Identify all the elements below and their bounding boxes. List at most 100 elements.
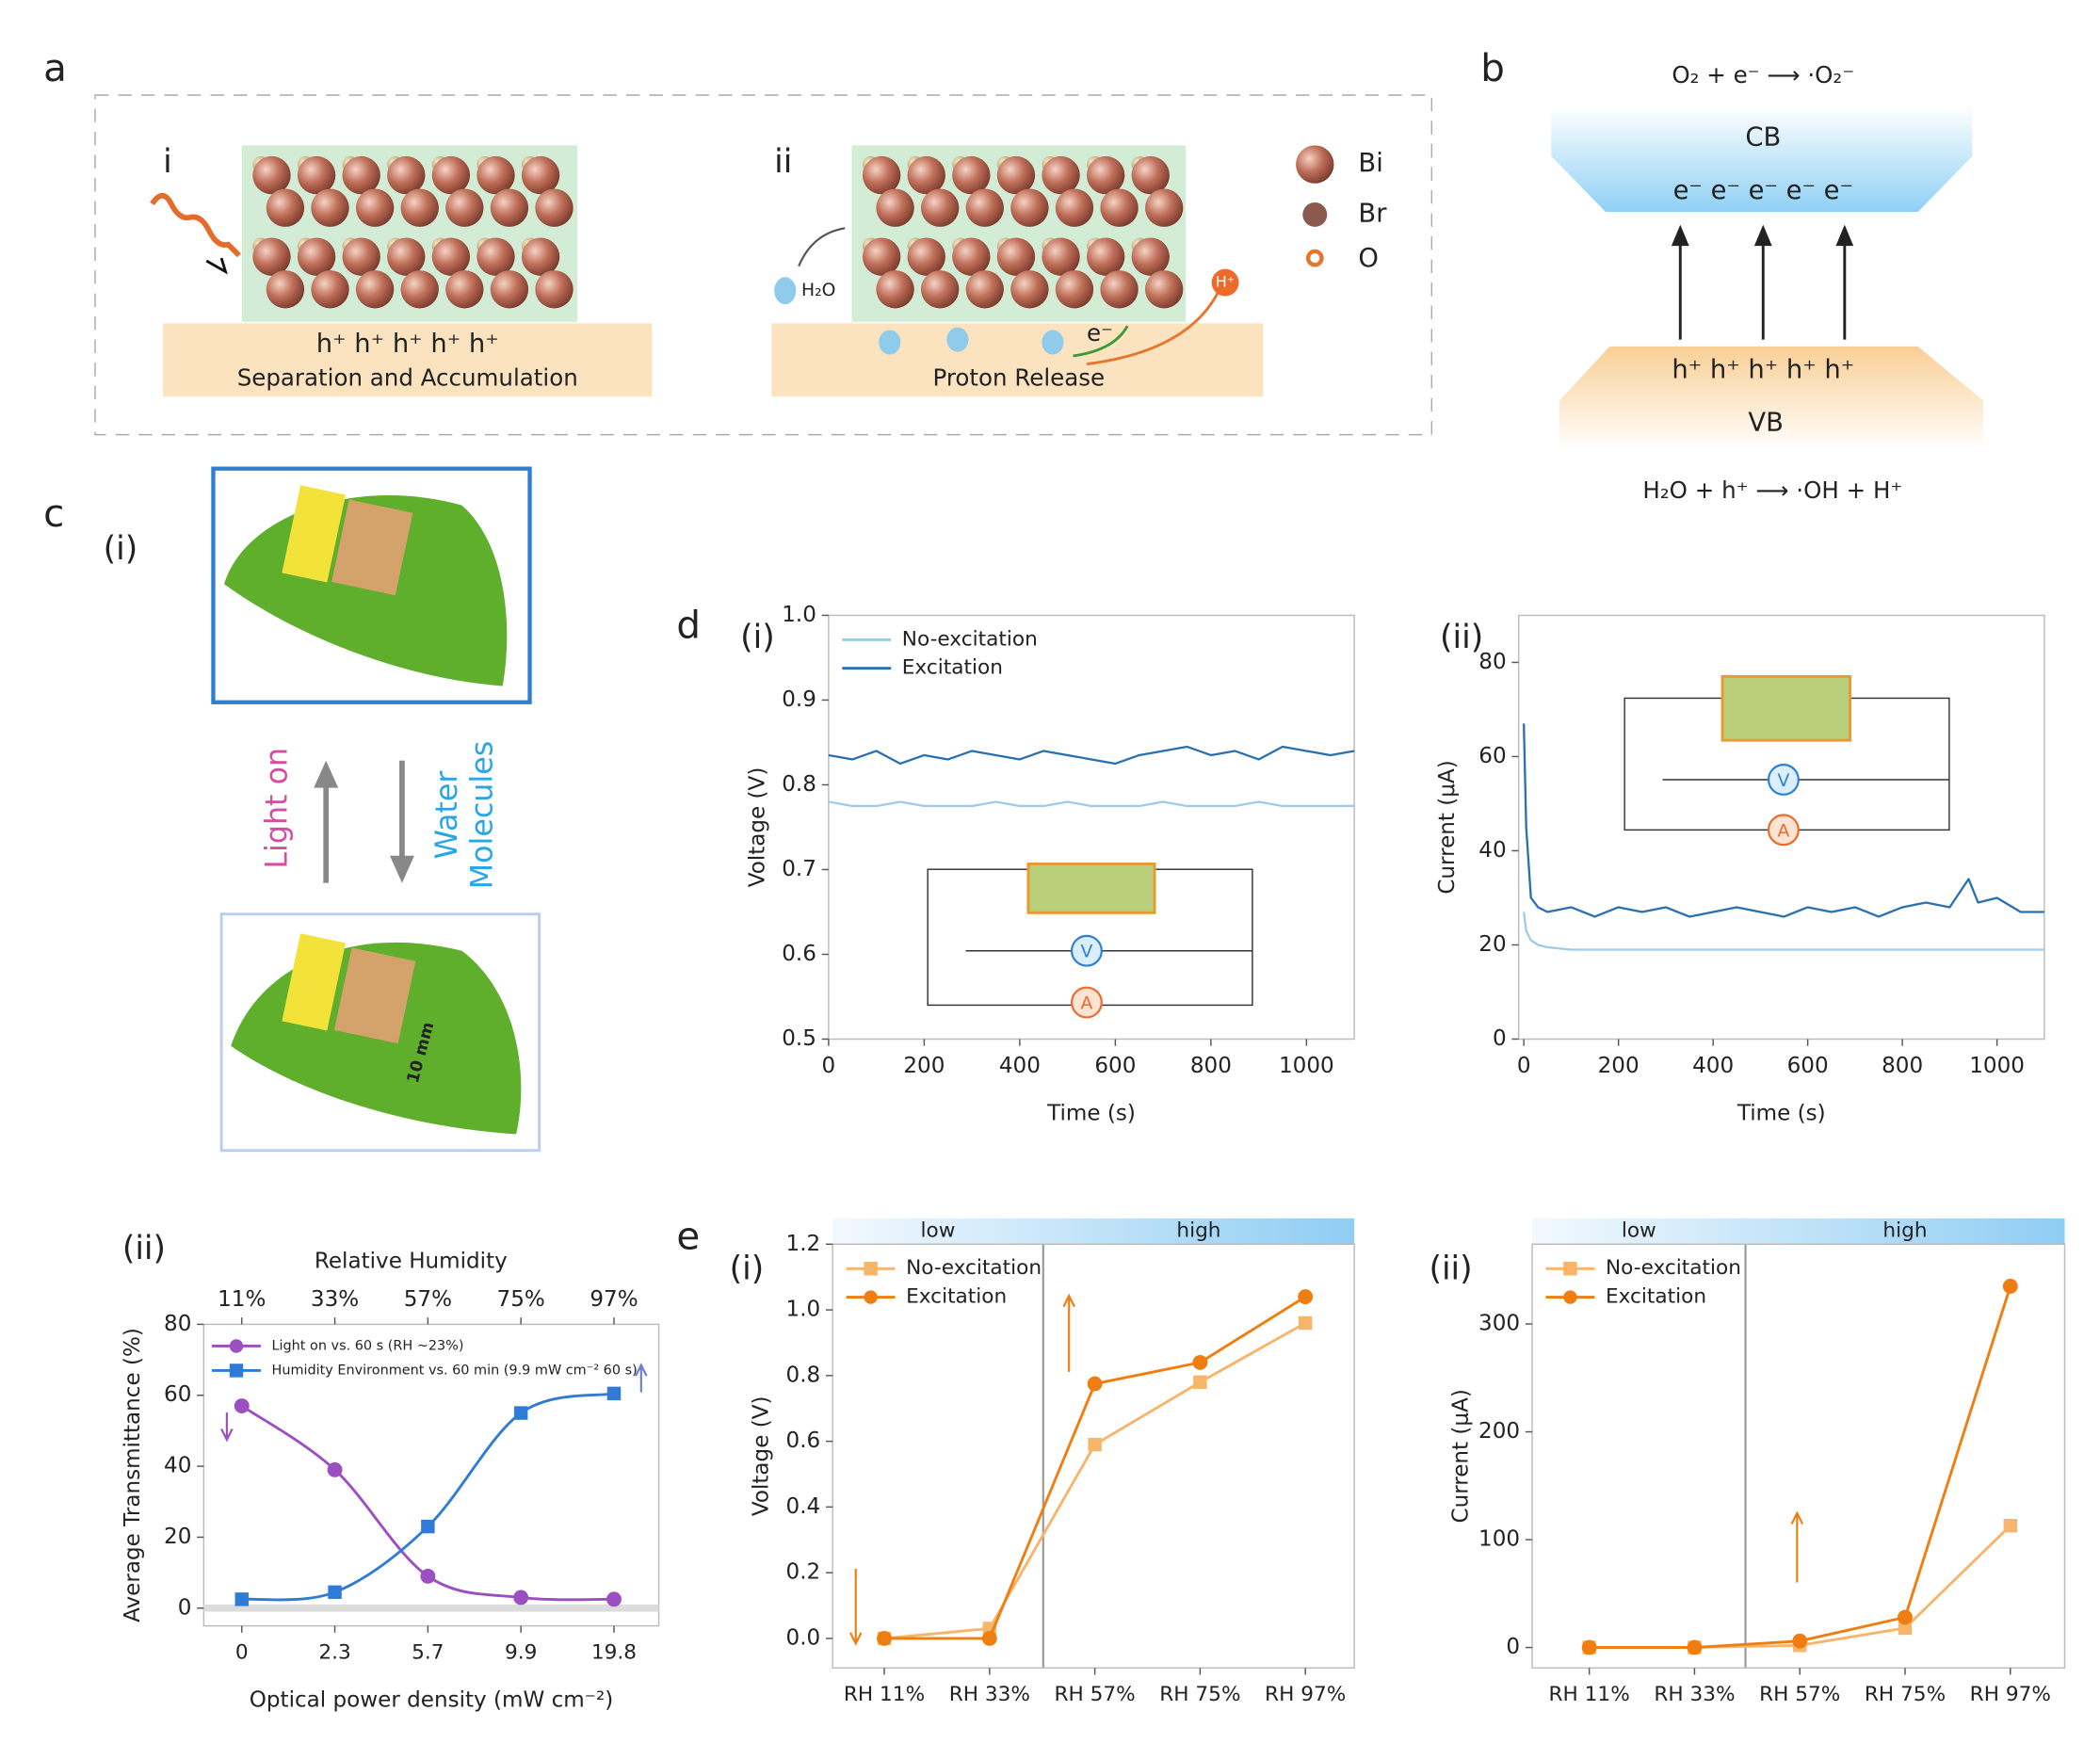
dashed-frame xyxy=(94,94,1433,436)
data-point xyxy=(328,1585,342,1600)
x-tick-label: RH 97% xyxy=(1265,1683,1346,1706)
y-tick-label: 0.4 xyxy=(786,1494,821,1519)
arrow xyxy=(205,257,228,275)
bi-atom xyxy=(1055,188,1094,227)
bi-atom xyxy=(920,188,960,227)
sub-label: (ii) xyxy=(122,1230,166,1267)
meter xyxy=(1070,986,1103,1019)
bi-atom xyxy=(521,155,560,195)
proton: H⁺ xyxy=(1216,273,1235,291)
bi-atom xyxy=(1131,155,1170,195)
sub-label: i xyxy=(163,143,172,181)
bi-atom xyxy=(400,270,439,309)
y-tick-label: 0.9 xyxy=(782,687,816,712)
x-tick-label: 800 xyxy=(1190,1054,1232,1078)
bi-atom xyxy=(355,188,395,227)
bi-atom xyxy=(266,270,305,309)
arrows xyxy=(1671,224,1854,340)
y-tick-label: 0.2 xyxy=(786,1560,821,1585)
y-tick-label: 1.0 xyxy=(786,1298,821,1322)
bi-atom xyxy=(1144,188,1184,227)
y-tick-label: 0 xyxy=(1493,1026,1507,1051)
data-point xyxy=(1298,1289,1314,1305)
data-point xyxy=(1898,1621,1913,1636)
bi-atom xyxy=(907,237,945,276)
data-point xyxy=(421,1519,435,1534)
arrow xyxy=(798,227,846,267)
substrate xyxy=(163,323,653,397)
y-tick-label: 0.5 xyxy=(782,1026,816,1051)
arrows xyxy=(314,760,414,883)
data-point xyxy=(2002,1279,2018,1294)
sub-label: (ii) xyxy=(1440,619,1483,656)
band-label: CB xyxy=(1745,123,1781,153)
bi-atom xyxy=(477,237,515,276)
x-axis-label: Time (s) xyxy=(1737,1101,1826,1125)
data-point xyxy=(1792,1633,1808,1649)
water-label: H₂O xyxy=(801,281,835,300)
data-point xyxy=(420,1568,436,1584)
x-tick-label: 600 xyxy=(1787,1054,1829,1078)
x-tick-label: 400 xyxy=(999,1054,1041,1078)
device-photo xyxy=(1720,674,1852,742)
device xyxy=(282,933,347,1031)
bi-atom xyxy=(996,237,1036,276)
data-point xyxy=(606,1591,622,1607)
panel-label: b xyxy=(1480,46,1505,90)
sub-label: (i) xyxy=(104,530,138,568)
data-point xyxy=(877,1631,892,1646)
bi-atom xyxy=(252,237,291,276)
legend-marker xyxy=(864,1262,878,1276)
x-tick-label: 200 xyxy=(1598,1054,1640,1078)
x-tick-label: RH 97% xyxy=(1970,1683,2051,1706)
valence-band xyxy=(1559,346,1983,451)
bi-atom xyxy=(920,270,960,309)
y-tick-label: 0.8 xyxy=(786,1363,821,1387)
x-tick-label: RH 75% xyxy=(1159,1683,1240,1706)
meter-label: V xyxy=(1777,771,1789,791)
bi-atom xyxy=(297,155,336,195)
legend-marker xyxy=(1563,1262,1577,1276)
droplet xyxy=(1042,330,1064,355)
meter xyxy=(1767,764,1800,796)
x-tick-label: 1000 xyxy=(1279,1054,1334,1078)
x-tick-label: 19.8 xyxy=(591,1640,637,1664)
legend-atom xyxy=(1302,202,1328,227)
data-point xyxy=(1192,1354,1208,1370)
plot-frame xyxy=(832,1243,1355,1670)
legend-marker xyxy=(1563,1290,1577,1304)
top-tick-label: 57% xyxy=(404,1287,452,1312)
series-line xyxy=(1589,1525,2011,1650)
bi-atom xyxy=(311,188,349,227)
electrons: e⁻ e⁻ e⁻ e⁻ e⁻ xyxy=(1673,176,1853,205)
bi-atom xyxy=(1100,270,1139,309)
band-label: VB xyxy=(1748,409,1784,438)
sub-label: (ii) xyxy=(1429,1251,1472,1288)
data-point xyxy=(1193,1375,1207,1390)
bi-atom xyxy=(445,270,484,309)
bi-atom xyxy=(1144,270,1184,309)
top-tick-label: 75% xyxy=(497,1287,545,1312)
x-tick-label: 0 xyxy=(235,1640,249,1664)
legend-text: Br xyxy=(1358,199,1387,228)
y-tick-label: 0.8 xyxy=(782,772,816,797)
x-tick-label: 0 xyxy=(822,1054,836,1078)
series-line xyxy=(1523,723,2044,918)
bi-atom xyxy=(490,188,529,227)
x-axis-label: Time (s) xyxy=(1046,1101,1136,1125)
y-axis-label: Average Transmittance (%) xyxy=(121,1328,145,1622)
sub-label: (i) xyxy=(740,619,775,656)
legend-marker xyxy=(864,1290,878,1304)
bi-atom xyxy=(965,188,1004,227)
meter xyxy=(1070,934,1103,967)
bi-atom xyxy=(387,155,426,195)
data-point xyxy=(1298,1315,1313,1331)
bi-atom xyxy=(1055,270,1094,309)
band-label: high xyxy=(1176,1219,1220,1243)
y-tick-label: 1.2 xyxy=(786,1232,821,1256)
band-label: high xyxy=(1882,1219,1927,1243)
y-tick-label: 0.6 xyxy=(786,1428,821,1453)
y-tick-label: 100 xyxy=(1478,1527,1520,1552)
bi-atom xyxy=(400,188,439,227)
atoms xyxy=(252,155,1184,309)
